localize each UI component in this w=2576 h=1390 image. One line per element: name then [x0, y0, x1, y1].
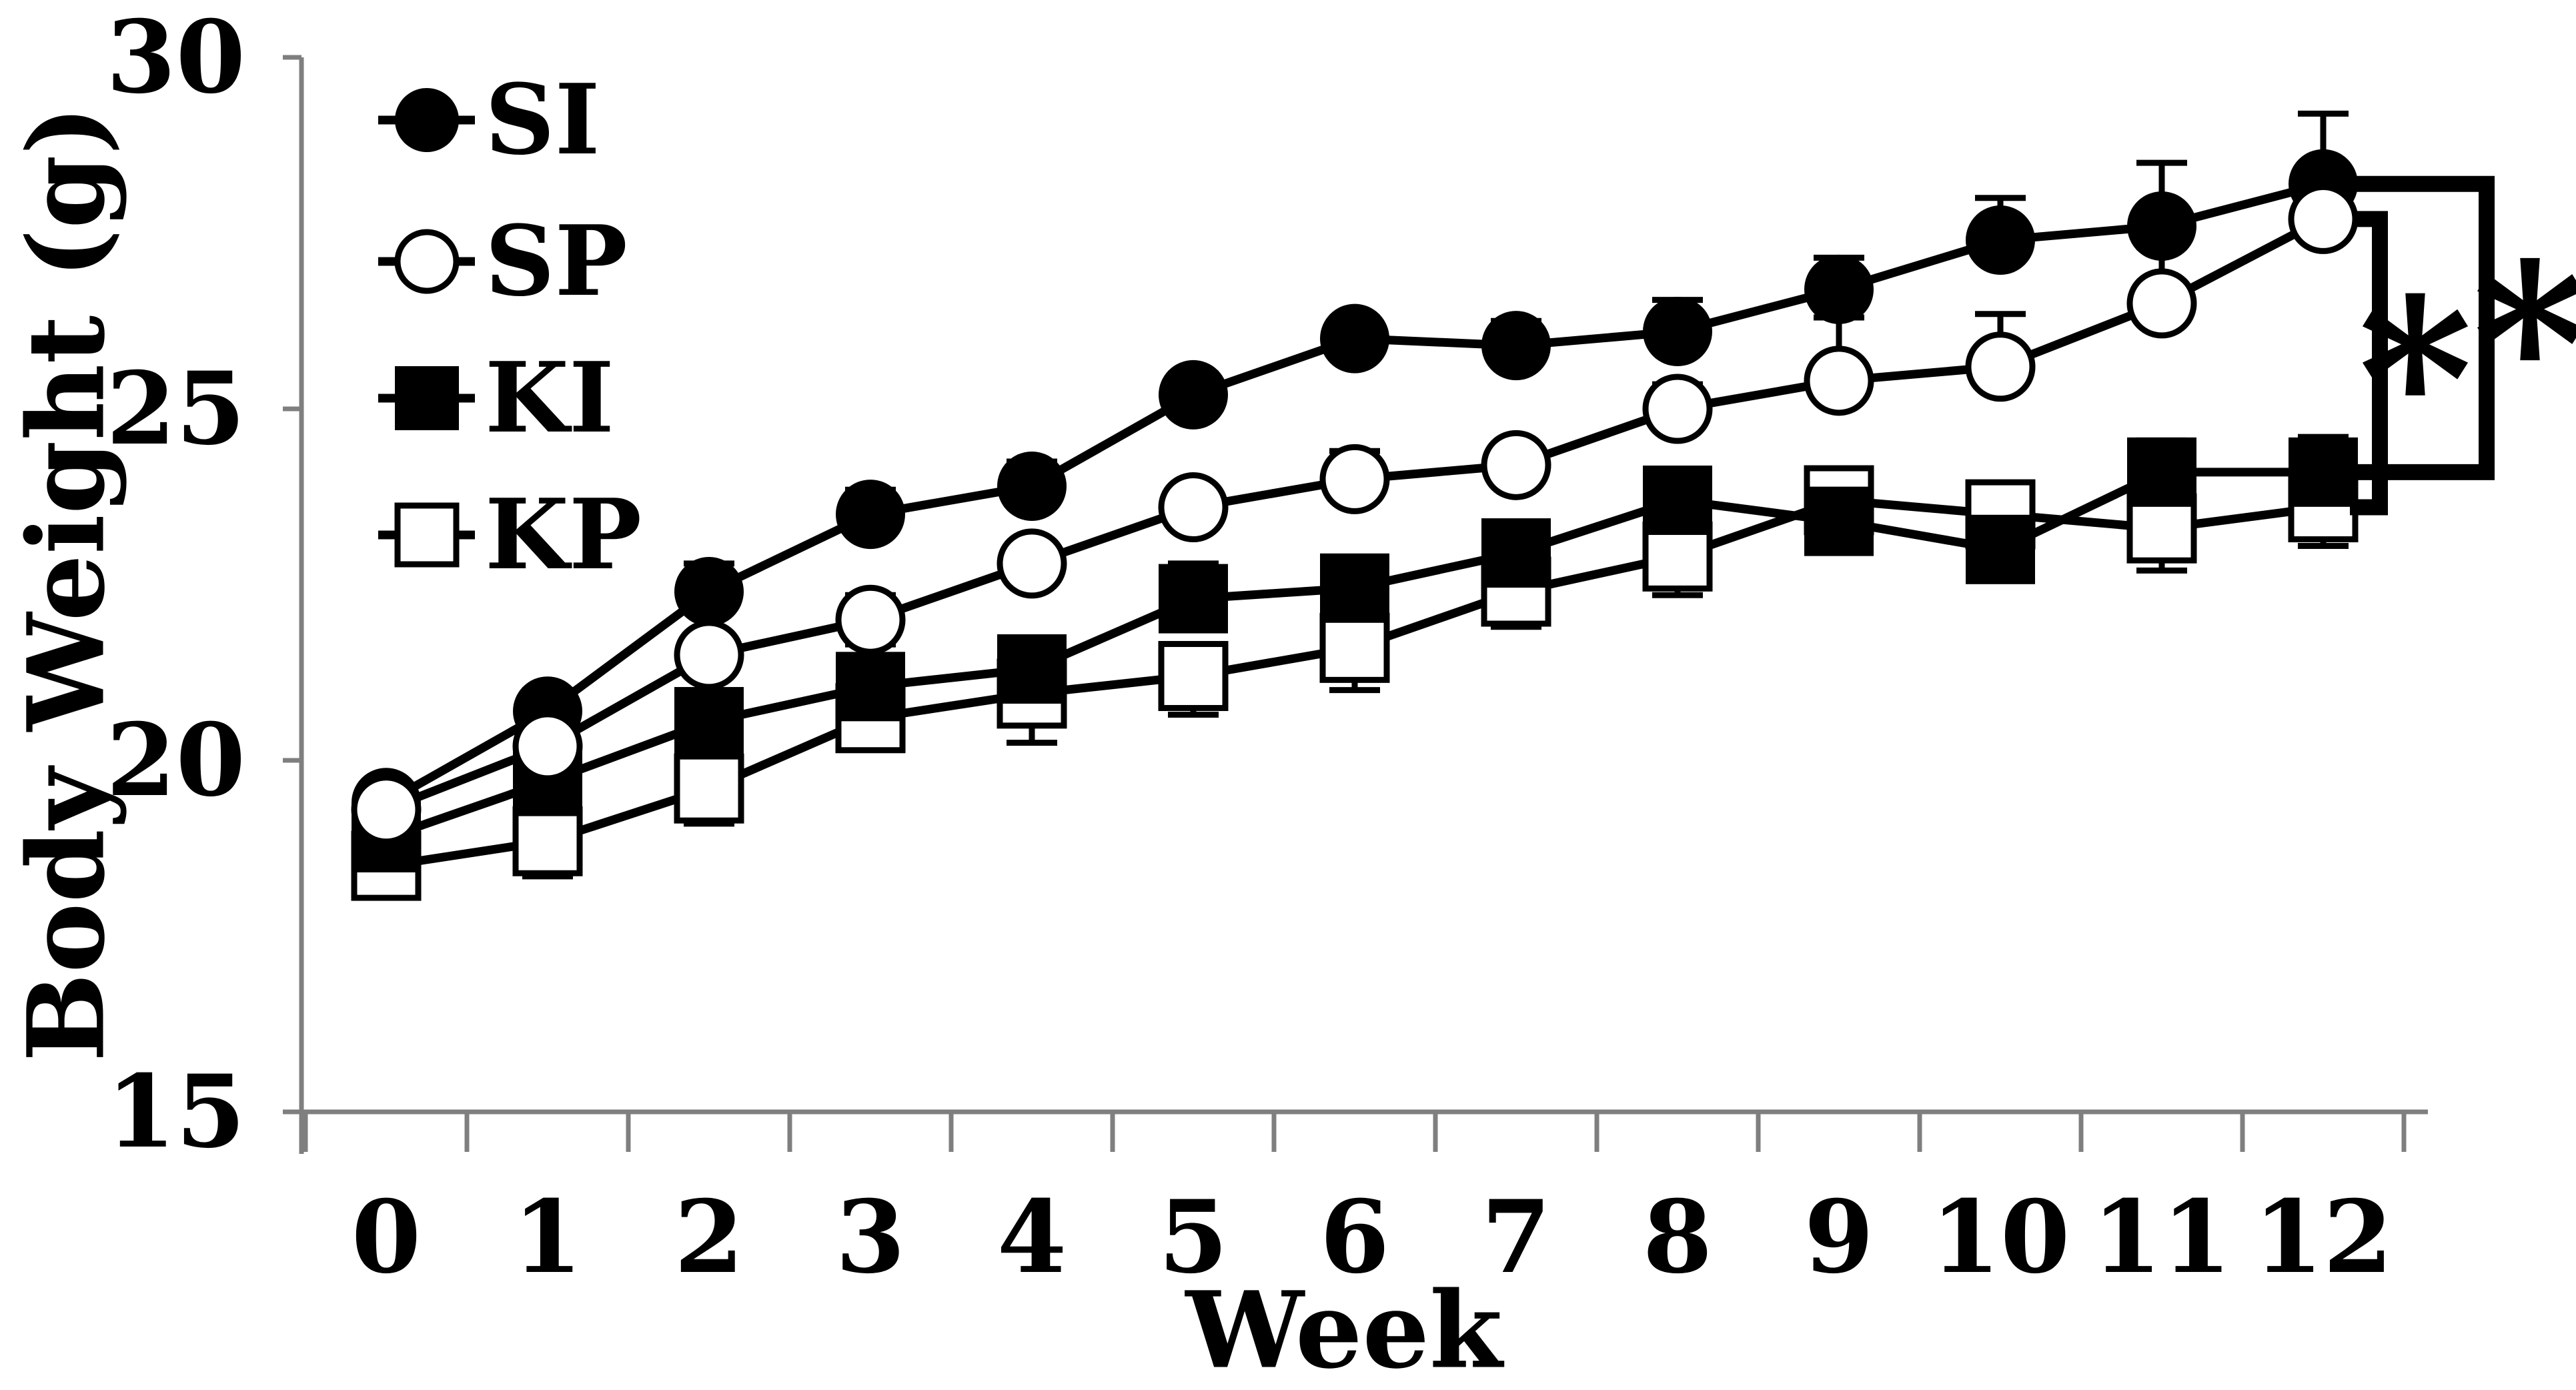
x-tick-label: 8 — [1643, 1179, 1712, 1296]
y-tick-label: 15 — [106, 1053, 245, 1171]
legend-item-KI: KI — [378, 341, 614, 455]
KP-legend-marker — [394, 502, 460, 568]
KI-marker-w11 — [2127, 437, 2196, 507]
SP-marker-w9 — [1804, 345, 1874, 416]
legend-item-SP: SP — [378, 205, 628, 318]
y-axis-title: Body Weight (g) — [5, 105, 129, 1063]
x-tick-label: 12 — [2254, 1179, 2393, 1296]
bracket-inner — [2350, 211, 2388, 516]
x-tick-label: 0 — [352, 1179, 421, 1296]
x-axis-title: Week — [1185, 1269, 1503, 1390]
SP-marker-w1 — [512, 711, 583, 782]
SP-marker-w8 — [1642, 374, 1713, 444]
SI-marker-w3 — [836, 480, 905, 550]
KI-marker-w2 — [674, 687, 744, 757]
legend-label-SI: SI — [485, 63, 600, 177]
KI-marker-w4 — [997, 634, 1067, 704]
SP-marker-w11 — [2126, 268, 2197, 339]
x-tick-label: 9 — [1804, 1179, 1874, 1296]
legend-item-KP: KP — [378, 478, 642, 592]
KP-marker-w8 — [1642, 521, 1713, 592]
bracket-outer — [2340, 175, 2495, 480]
legend-label-KI: KI — [485, 341, 614, 455]
KP-marker-w2 — [674, 753, 744, 824]
x-tick-label: 6 — [1320, 1179, 1389, 1296]
KP-marker-w5 — [1158, 641, 1229, 712]
x-tick-label: 5 — [1159, 1179, 1228, 1296]
SI-marker-w2 — [674, 557, 744, 627]
SI-marker-w6 — [1320, 303, 1389, 374]
y-tick-label: 25 — [106, 350, 245, 468]
KI-marker-w3 — [836, 652, 905, 722]
SP-legend-marker — [394, 229, 460, 294]
SP-marker-w10 — [1965, 331, 2036, 402]
SP-marker-w4 — [997, 528, 1067, 599]
SI-marker-w7 — [1481, 311, 1551, 381]
y-tick-label: 20 — [106, 702, 245, 819]
KI-marker-w6 — [1320, 553, 1389, 623]
x-tick-label: 3 — [836, 1179, 905, 1296]
KI-legend-marker — [395, 366, 459, 430]
asterisk-outer: * — [2473, 215, 2576, 474]
x-tick-label: 7 — [1481, 1179, 1551, 1296]
SP-marker-w6 — [1319, 444, 1390, 514]
SI-marker-w5 — [1159, 360, 1228, 430]
SI-marker-w8 — [1643, 297, 1712, 367]
KI-marker-w8 — [1643, 466, 1712, 536]
SI-legend-marker — [395, 88, 459, 152]
SI-marker-w10 — [1966, 205, 2035, 275]
SI-marker-w9 — [1804, 254, 1874, 324]
x-tick-label: 11 — [2092, 1179, 2232, 1296]
SI-marker-w11 — [2127, 191, 2196, 261]
legend-label-KP: KP — [485, 478, 642, 592]
KP-marker-w1 — [512, 806, 583, 876]
SP-marker-w5 — [1158, 472, 1229, 543]
legend-item-SI: SI — [378, 63, 600, 177]
KI-marker-w5 — [1159, 564, 1228, 634]
x-tick-label: 1 — [513, 1179, 582, 1296]
x-tick-label: 2 — [674, 1179, 744, 1296]
legend: SI SP KI KP — [378, 63, 642, 592]
KI-marker-w7 — [1481, 518, 1551, 588]
series-KI — [352, 434, 2358, 872]
y-tick-label: 30 — [106, 0, 245, 116]
x-tick-label: 10 — [1931, 1179, 2070, 1296]
SP-marker-w3 — [835, 584, 906, 655]
SP-marker-w0 — [351, 774, 422, 845]
legend-label-SP: SP — [485, 205, 628, 318]
SP-marker-w7 — [1481, 430, 1551, 500]
SP-marker-w12 — [2288, 183, 2359, 254]
x-tick-label: 4 — [997, 1179, 1067, 1296]
KP-marker-w6 — [1319, 612, 1390, 683]
SI-marker-w4 — [997, 451, 1067, 521]
KI-marker-w10 — [1966, 514, 2035, 584]
series-SP — [351, 183, 2359, 845]
KI-marker-w9 — [1804, 486, 1874, 556]
SP-marker-w2 — [674, 620, 744, 690]
